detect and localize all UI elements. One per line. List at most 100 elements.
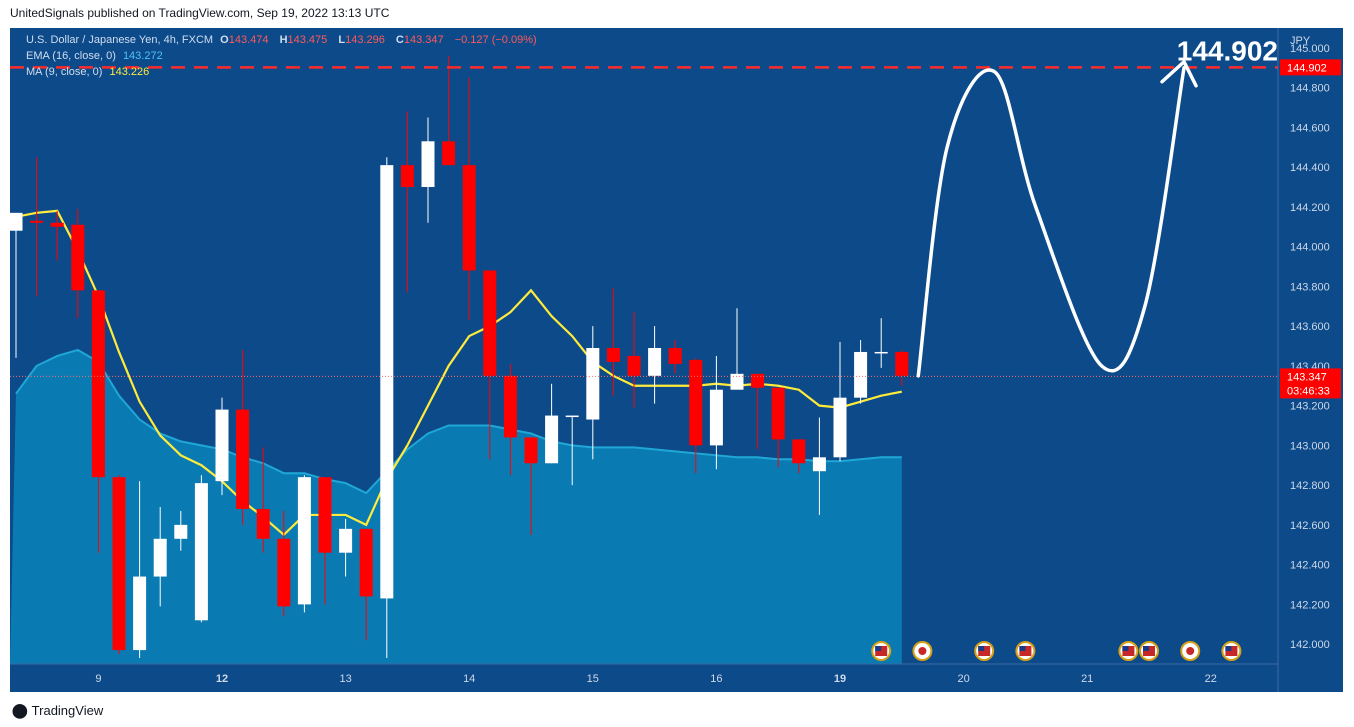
jp-flag-sun	[918, 647, 927, 655]
candle-body	[503, 375, 517, 438]
candle-body	[133, 576, 147, 651]
tradingview-logo[interactable]: ⬤ TradingView	[12, 702, 103, 719]
candle-body	[483, 270, 497, 376]
candle-body	[606, 347, 620, 362]
candle-body	[10, 212, 23, 231]
candle-body	[297, 477, 311, 605]
tradingview-brand: TradingView	[31, 703, 104, 718]
us-flag-canton	[1225, 646, 1232, 651]
time-tick-label: 16	[710, 673, 722, 685]
time-tick-label: 22	[1205, 673, 1217, 685]
candle-body	[668, 347, 682, 364]
bar-countdown: 03:46:33	[1287, 385, 1330, 397]
candle-body	[709, 389, 723, 446]
candle-body	[895, 351, 909, 376]
candle-body	[400, 165, 414, 187]
candle-body	[854, 351, 868, 398]
price-tick-label: 143.000	[1290, 440, 1330, 452]
candle-body	[627, 355, 641, 376]
jp-flag-sun	[1186, 647, 1195, 655]
candle-body	[236, 409, 250, 509]
ma-legend: MA (9, close, 0) 143.226	[26, 66, 153, 78]
price-tick-label: 142.000	[1290, 639, 1330, 651]
price-tick-label: 144.600	[1290, 122, 1330, 134]
candle-body	[30, 220, 44, 223]
price-tick-label: 143.800	[1290, 281, 1330, 293]
us-flag-canton	[1122, 646, 1129, 651]
ma-value: 143.226	[109, 66, 150, 78]
ema-legend: EMA (16, close, 0) 143.272	[26, 50, 167, 62]
candle-body	[751, 373, 765, 388]
candle-body	[648, 347, 662, 376]
candle-body	[359, 528, 373, 597]
time-tick-label: 9	[95, 673, 101, 685]
us-flag-canton	[978, 646, 985, 651]
candle-body	[277, 538, 291, 607]
price-tick-label: 142.200	[1290, 599, 1330, 611]
candle-body	[112, 477, 126, 651]
tradingview-mark-icon: ⬤	[12, 702, 28, 718]
price-tick-label: 142.400	[1290, 560, 1330, 572]
candle-body	[771, 387, 785, 440]
candle-body	[586, 347, 600, 420]
target-price-label: 144.902	[1287, 62, 1327, 74]
price-tick-label: 143.600	[1290, 321, 1330, 333]
legend-low: L143.296	[338, 34, 385, 46]
candle-body	[91, 290, 105, 478]
target-price-box	[1280, 59, 1341, 76]
price-tick-label: 144.800	[1290, 83, 1330, 95]
candle-body	[194, 483, 208, 621]
candle-body	[339, 528, 353, 553]
projection-curve	[916, 66, 1186, 378]
candle-body	[524, 437, 538, 464]
price-tick-label: 145.000	[1290, 43, 1330, 55]
candle-body	[318, 477, 332, 553]
legend-change: −0.127 (−0.09%)	[454, 34, 537, 46]
candle-body	[215, 409, 229, 482]
currency-label: JPY	[1290, 35, 1311, 47]
candle-body	[380, 165, 394, 599]
publication-caption: UnitedSignals published on TradingView.c…	[10, 6, 390, 20]
candle-body	[421, 141, 435, 187]
time-tick-label: 20	[957, 673, 969, 685]
price-tick-label: 143.200	[1290, 401, 1330, 413]
projection-arrowhead	[1160, 60, 1198, 88]
candle-body	[792, 439, 806, 464]
price-tick-label: 144.400	[1290, 162, 1330, 174]
candle-body	[442, 141, 456, 166]
time-tick-label: 21	[1081, 673, 1093, 685]
legend-high: H143.475	[279, 34, 328, 46]
price-tick-label: 142.600	[1290, 520, 1330, 532]
candle-body	[812, 457, 826, 472]
candle-body	[833, 397, 847, 458]
candle-body	[565, 415, 579, 418]
candle-body	[71, 224, 85, 291]
candle-body	[153, 538, 167, 577]
chart-frame[interactable]: 144.902 JPY 142.000 142.200 142.400 142.600 14…	[10, 28, 1343, 692]
candle-body	[256, 508, 270, 539]
symbol-legend: U.S. Dollar / Japanese Yen, 4h, FXCM O14…	[26, 34, 541, 46]
price-tick-label: 142.800	[1290, 480, 1330, 492]
time-tick-label: 13	[339, 673, 351, 685]
candle-body	[50, 222, 64, 227]
price-chart[interactable]: 144.902 JPY 142.000 142.200 142.400 142.600 14…	[10, 28, 1343, 692]
current-price-label: 143.347	[1287, 371, 1327, 383]
candle-body	[462, 165, 476, 271]
ema-label: EMA (16, close, 0)	[26, 50, 116, 62]
legend-close: C143.347	[395, 34, 444, 46]
candle-body	[689, 359, 703, 446]
candle-body	[874, 351, 888, 354]
ema-value: 143.272	[122, 50, 163, 62]
legend-symbol: U.S. Dollar / Japanese Yen, 4h, FXCM	[26, 34, 214, 46]
time-tick-label: 12	[216, 673, 228, 685]
ema-line	[15, 348, 902, 495]
candle-body	[730, 373, 744, 390]
target-annotation: 144.902	[1177, 35, 1278, 66]
time-tick-label: 15	[587, 673, 599, 685]
current-price-box	[1280, 368, 1341, 399]
candle-body	[174, 524, 188, 539]
ema-area	[10, 349, 902, 664]
price-tick-label: 144.000	[1290, 242, 1330, 254]
price-tick-label: 144.200	[1290, 202, 1330, 214]
legend-open: O143.474	[220, 34, 269, 46]
